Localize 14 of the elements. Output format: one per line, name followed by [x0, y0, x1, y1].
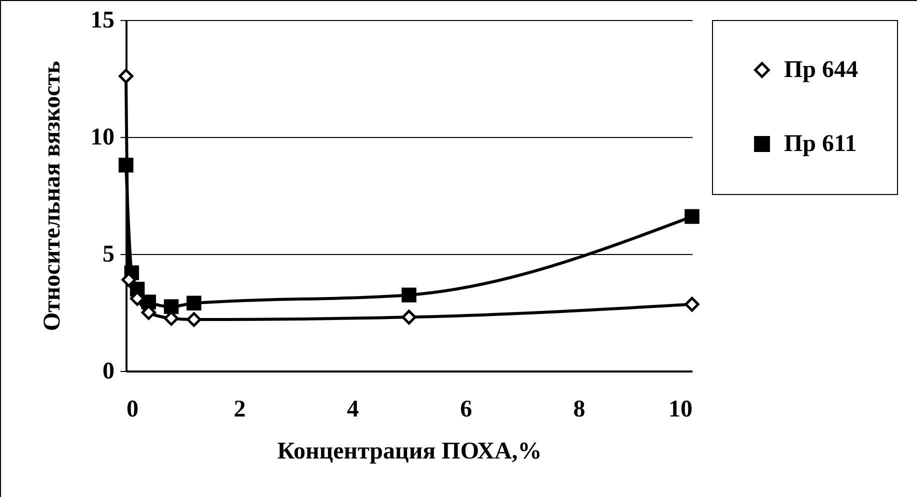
x-tick-label: 4 — [346, 396, 359, 422]
x-tick-label: 2 — [234, 396, 246, 422]
legend-label: Пр 644 — [784, 57, 858, 83]
y-axis-title: Относительная вязкость — [40, 60, 66, 332]
x-tick-label: 8 — [573, 396, 586, 422]
x-tick-label: 0 — [126, 396, 138, 422]
y-tick-label: 10 — [90, 124, 114, 150]
x-tick-label: 6 — [460, 396, 472, 422]
x-axis-title: Концентрация ПОХА,% — [277, 438, 542, 464]
y-tick-label: 5 — [102, 242, 114, 268]
x-tick-label: 10 — [668, 396, 692, 422]
y-tick-label: 0 — [102, 358, 114, 384]
legend-label: Пр 611 — [784, 131, 857, 157]
y-tick-label: 15 — [90, 8, 114, 34]
